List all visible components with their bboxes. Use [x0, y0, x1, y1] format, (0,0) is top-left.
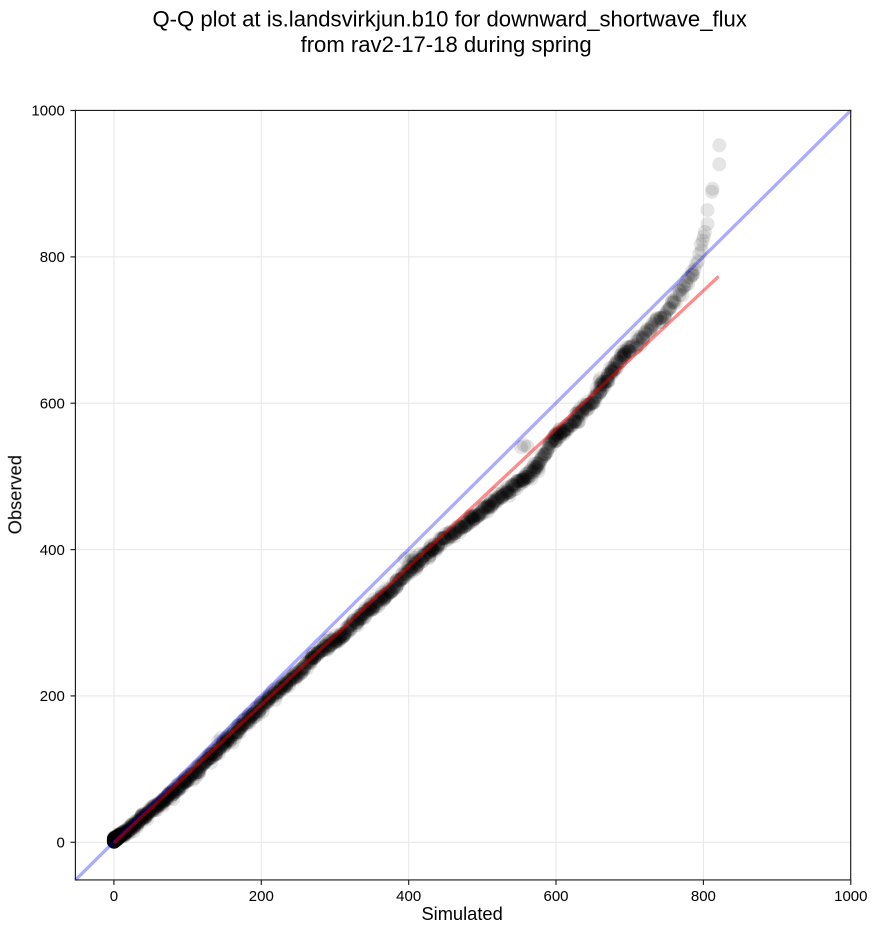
svg-text:1000: 1000 [834, 888, 867, 905]
svg-text:Observed: Observed [5, 455, 26, 534]
svg-text:0: 0 [56, 835, 64, 852]
svg-text:600: 600 [543, 888, 568, 905]
svg-text:Simulated: Simulated [421, 903, 502, 924]
svg-text:from rav2-17-18 during spring: from rav2-17-18 during spring [301, 32, 592, 57]
svg-text:600: 600 [40, 395, 65, 412]
svg-text:200: 200 [249, 888, 274, 905]
svg-text:1000: 1000 [31, 103, 64, 120]
svg-text:800: 800 [40, 249, 65, 266]
svg-text:400: 400 [40, 542, 65, 559]
svg-text:400: 400 [396, 888, 421, 905]
svg-text:Q-Q plot at is.landsvirkjun.b1: Q-Q plot at is.landsvirkjun.b10 for down… [153, 6, 747, 31]
svg-text:800: 800 [691, 888, 716, 905]
svg-text:0: 0 [110, 888, 118, 905]
svg-text:200: 200 [40, 688, 65, 705]
